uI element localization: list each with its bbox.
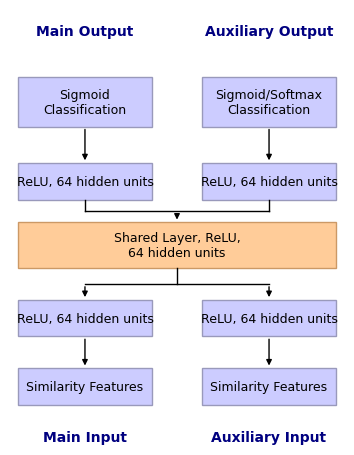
Text: Auxiliary Output: Auxiliary Output: [205, 25, 333, 39]
Text: Sigmoid/Softmax
Classification: Sigmoid/Softmax Classification: [216, 88, 322, 116]
FancyBboxPatch shape: [202, 300, 336, 337]
Text: Similarity Features: Similarity Features: [211, 380, 327, 393]
FancyBboxPatch shape: [202, 77, 336, 127]
FancyBboxPatch shape: [18, 300, 152, 337]
Text: ReLU, 64 hidden units: ReLU, 64 hidden units: [17, 176, 153, 188]
FancyBboxPatch shape: [18, 369, 152, 405]
Text: ReLU, 64 hidden units: ReLU, 64 hidden units: [201, 312, 337, 325]
Text: Main Input: Main Input: [43, 430, 127, 444]
Text: Main Output: Main Output: [36, 25, 134, 39]
Text: Shared Layer, ReLU,
64 hidden units: Shared Layer, ReLU, 64 hidden units: [114, 232, 240, 260]
FancyBboxPatch shape: [202, 369, 336, 405]
Text: Sigmoid
Classification: Sigmoid Classification: [44, 88, 126, 116]
Text: Auxiliary Input: Auxiliary Input: [211, 430, 327, 444]
FancyBboxPatch shape: [18, 164, 152, 200]
FancyBboxPatch shape: [18, 223, 336, 268]
FancyBboxPatch shape: [202, 164, 336, 200]
Text: ReLU, 64 hidden units: ReLU, 64 hidden units: [17, 312, 153, 325]
FancyBboxPatch shape: [18, 77, 152, 127]
Text: ReLU, 64 hidden units: ReLU, 64 hidden units: [201, 176, 337, 188]
Text: Similarity Features: Similarity Features: [27, 380, 143, 393]
